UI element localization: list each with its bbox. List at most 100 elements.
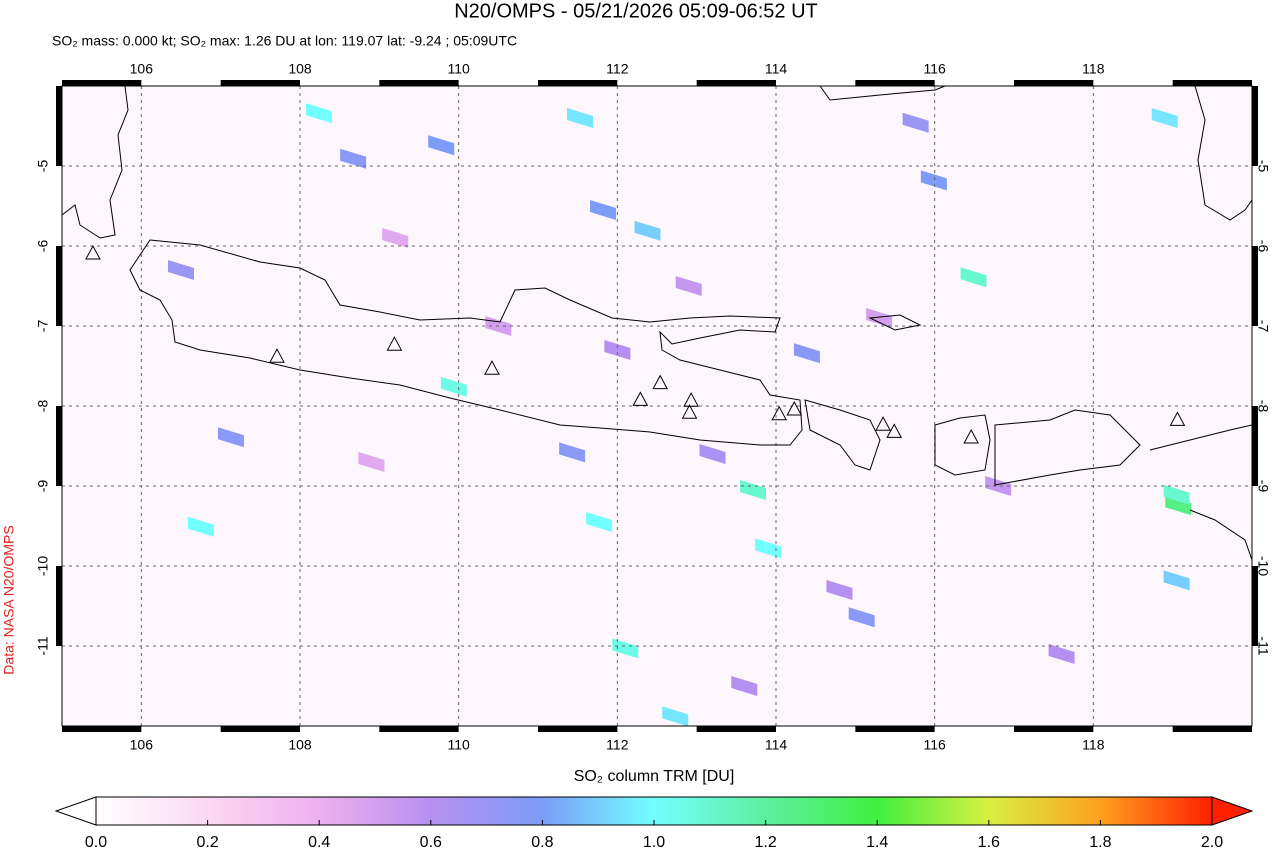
y-tick-label: -11 — [35, 636, 51, 655]
so2-pixel — [866, 308, 893, 328]
colorbar-label: SO₂ column TRM [DU] — [574, 768, 735, 785]
source-label: Data: NASA N20/OMPS — [1, 525, 17, 674]
y-tick-label: -8 — [35, 400, 51, 413]
x-tick-label: 118 — [1082, 737, 1105, 753]
so2-pixel — [604, 340, 631, 360]
chart-title: N20/OMPS - 05/21/2026 05:09-06:52 UT — [454, 0, 818, 22]
frame-bar — [220, 80, 300, 86]
coastline — [934, 414, 991, 476]
x-tick-label: 116 — [924, 737, 947, 753]
frame-bar — [1014, 80, 1094, 86]
so2-pixel — [755, 538, 782, 559]
y-tick-label: -6 — [1255, 240, 1271, 253]
so2-pixel — [634, 220, 661, 241]
so2-pixel — [848, 607, 875, 628]
so2-pixel — [1163, 570, 1190, 591]
x-tick-label: 114 — [765, 737, 788, 753]
volcano-marker — [886, 423, 903, 438]
colorbar-high-arrow — [1211, 796, 1254, 826]
x-tick-label: 106 — [130, 737, 154, 753]
volcano-marker — [683, 392, 699, 407]
colorbar-tick-label: 1.8 — [1089, 834, 1111, 851]
frame-bars — [56, 80, 1258, 732]
colorbar-tick-label: 0.4 — [308, 834, 330, 851]
volcano-marker — [786, 400, 803, 416]
volcano-marker — [681, 404, 698, 419]
y-tick-label: -7 — [1255, 320, 1271, 333]
so2-pixel — [1163, 484, 1190, 505]
volcano-marker — [652, 374, 669, 390]
x-tick-label: 106 — [130, 61, 154, 77]
so2-pixel — [586, 512, 613, 532]
frame-bar — [62, 80, 142, 86]
coastline — [994, 409, 1141, 486]
coastline — [1189, 509, 1252, 561]
so2-pixel — [826, 580, 853, 600]
x-tick-label: 118 — [1082, 61, 1105, 77]
so2-pixel — [1048, 644, 1075, 664]
volcano-marker — [771, 405, 788, 421]
so2-pixel — [440, 376, 467, 397]
frame-bar — [379, 726, 459, 732]
volcano-marker — [269, 348, 285, 363]
frame-bar — [220, 726, 300, 732]
y-tick-label: -8 — [1255, 400, 1271, 413]
grid-layer — [62, 86, 1252, 726]
coastline — [129, 239, 803, 446]
so2-pixel — [699, 444, 726, 464]
frame-bar — [1252, 406, 1258, 486]
so2-pixel — [567, 108, 594, 128]
so2-pixel — [187, 516, 214, 537]
x-tick-label: 110 — [448, 737, 471, 753]
coastline — [804, 399, 881, 471]
so2-pixel — [590, 200, 617, 220]
colorbar-tick-label: 1.6 — [978, 834, 1000, 851]
so2-pixel — [168, 260, 194, 280]
volcano-layer — [85, 244, 1186, 444]
so2-pixel — [902, 112, 929, 133]
volcano-marker — [85, 244, 101, 260]
frame-bar — [696, 726, 776, 732]
so2-pixel — [340, 148, 367, 169]
so2-pixel — [612, 638, 639, 659]
colorbar-ticks: 0.0 0.2 0.4 0.6 0.8 1.0 1.2 1.4 1.6 1.8 2.0 — [85, 820, 1223, 851]
so2-pixel — [1165, 495, 1192, 516]
volcano-marker — [875, 416, 891, 431]
so2-pixel — [428, 135, 455, 156]
frame-bar — [1252, 566, 1258, 646]
so2-pixel — [1151, 108, 1178, 128]
frame-bar — [538, 80, 618, 86]
frame-bar — [379, 80, 459, 86]
frame-bar — [56, 406, 62, 486]
frame-bar — [1252, 86, 1258, 166]
colorbar-tick-label: 1.2 — [754, 834, 776, 851]
volcano-marker — [1169, 411, 1186, 426]
coastline — [1194, 86, 1252, 221]
frame-bar — [1172, 726, 1252, 732]
y-tick-label: -6 — [35, 240, 51, 253]
coastline — [1149, 424, 1252, 451]
colorbar-tick-label: 0.8 — [531, 834, 553, 851]
frame-bar — [855, 80, 935, 86]
x-tick-label: 116 — [924, 61, 947, 77]
subtitle: SO₂ mass: 0.000 kt; SO₂ max: 1.26 DU at … — [52, 33, 517, 49]
y-tick-label: -11 — [1255, 636, 1271, 655]
frame-bar — [1252, 246, 1258, 326]
frame-bar — [696, 80, 776, 86]
x-tick-label: 110 — [448, 61, 471, 77]
volcano-marker — [632, 391, 649, 406]
coastlines — [62, 86, 1252, 561]
coastline — [819, 86, 946, 101]
so2-pixel — [382, 228, 409, 248]
so2-pixel — [731, 676, 758, 696]
tick-layer: 106 106 108 108 110 110 112 112 114 114 116 116 118 1… — [35, 61, 1272, 753]
colorbar-tick-label: 1.0 — [643, 834, 665, 851]
y-tick-label: -5 — [1255, 160, 1271, 173]
so2-pixel — [675, 276, 702, 296]
x-tick-label: 112 — [606, 737, 629, 753]
pixel-layer — [168, 103, 1192, 726]
coastline — [868, 314, 922, 331]
colorbar-tick-label: 0.0 — [85, 834, 107, 851]
